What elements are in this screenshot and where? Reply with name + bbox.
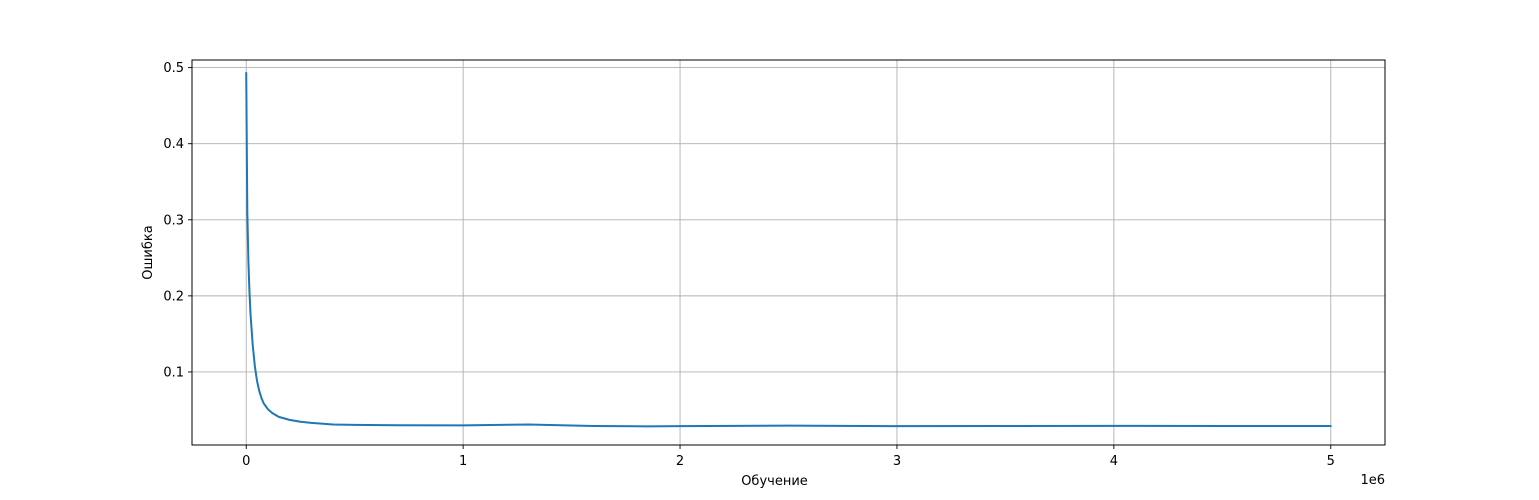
x-axis-label: Обучение — [741, 474, 808, 489]
ticks: 0 1 2 3 4 5 0.1 0.2 0.3 0.4 0.5 — [163, 61, 1335, 469]
y-tick-label: 0.2 — [163, 289, 184, 304]
x-tick-label: 1 — [459, 454, 467, 469]
x-tick-label: 3 — [893, 454, 901, 469]
y-tick-label: 0.5 — [163, 61, 184, 76]
x-tick-label: 5 — [1327, 454, 1335, 469]
y-tick-label: 0.1 — [163, 365, 184, 380]
series-line — [245, 71, 1332, 428]
x-tick-label: 0 — [242, 454, 250, 469]
x-tick-label: 2 — [676, 454, 684, 469]
plot-frame — [191, 59, 1386, 446]
grid — [192, 60, 1385, 445]
y-tick-label: 0.4 — [163, 137, 184, 152]
x-axis-offset-text: 1e6 — [1360, 473, 1385, 488]
y-tick-label: 0.3 — [163, 213, 184, 228]
x-tick-label: 4 — [1110, 454, 1118, 469]
series-layer — [245, 71, 1332, 428]
y-axis-label: Ошибка — [141, 225, 156, 279]
